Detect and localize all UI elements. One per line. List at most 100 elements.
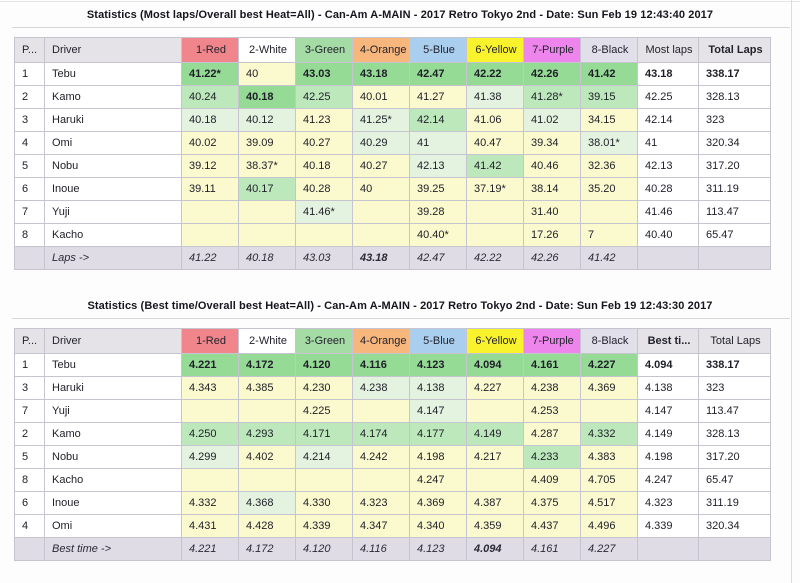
lap-cell: 4.227 [466,376,524,400]
lap-cell: 4.227 [580,353,638,377]
footer-value-cell: 43.18 [352,246,410,270]
table-row: 5 Nobu 39.12 38.37* 40.18 40.27 42.13 41.42 40.4… [14,154,771,178]
lap-cell: 4.198 [409,445,467,469]
footer-label: Best time -> [44,537,182,561]
lap-cell: 39.09 [238,131,296,155]
lap-cell [466,200,524,224]
lap-cell: 39.12 [181,154,239,178]
best-time-cell: 4.149 [637,422,699,446]
footer-value-cell: 42.22 [466,246,524,270]
lap-cell: 38.14 [523,177,581,201]
lap-cell [181,468,239,492]
lap-cell: 40.47 [466,131,524,155]
lap-cell: 4.238 [523,376,581,400]
footer-spacer-cell [14,537,45,561]
lap-cell: 40.17 [238,177,296,201]
header-row: P... Driver 1-Red 2-White 3-Green 4-Orange 5-B… [14,328,771,354]
table-foot: Best time -> 4.221 4.172 4.120 4.116 4.123 4.0… [14,537,771,561]
footer-spacer-cell [14,246,45,270]
column-header-2-white: 2-White [238,328,296,354]
lap-cell: 42.25 [295,85,353,109]
lap-cell: 4.368 [238,491,296,515]
best-time-table: P... Driver 1-Red 2-White 3-Green 4-Orange 5-B… [14,328,771,561]
lap-cell: 4.120 [295,353,353,377]
lap-cell: 43.03 [295,62,353,86]
lap-cell: 38.01* [580,131,638,155]
lap-cell: 42.14 [409,108,467,132]
position-cell: 1 [14,353,45,377]
table-row: 3 Haruki 4.343 4.385 4.230 4.238 4.138 4.227 4.2… [14,376,771,400]
lap-cell [238,468,296,492]
position-cell: 5 [14,154,45,178]
table-row: 5 Nobu 4.299 4.402 4.214 4.242 4.198 4.217 4.233… [14,445,771,469]
footer-value-cell: 42.47 [409,246,467,270]
footer-spacer-cell [698,537,771,561]
position-cell: 2 [14,85,45,109]
most-laps-cell: 41 [637,131,699,155]
table-row: 8 Kacho 40.40* 17.26 7 40.40 65.47 [14,223,771,247]
column-header-p-: P... [14,37,45,63]
lap-cell: 41.38 [466,85,524,109]
lap-cell [580,200,638,224]
most-laps-table: P... Driver 1-Red 2-White 3-Green 4-Orange 5-B… [14,37,771,270]
footer-value-cell: 41.42 [580,246,638,270]
total-laps-cell: 113.47 [698,200,771,224]
lap-cell: 4.387 [466,491,524,515]
total-laps-cell: 65.47 [698,223,771,247]
lap-cell: 40.29 [352,131,410,155]
most-laps-report: Statistics (Most laps/Overall best Heat=… [0,0,800,270]
lap-cell [466,468,524,492]
lap-cell: 40.46 [523,154,581,178]
lap-cell: 37.19* [466,177,524,201]
lap-cell: 4.094 [466,353,524,377]
total-laps-cell: 113.47 [698,399,771,423]
total-laps-cell: 328.13 [698,85,771,109]
lap-cell: 40 [352,177,410,201]
total-laps-cell: 317.20 [698,154,771,178]
footer-value-cell: 4.120 [295,537,353,561]
lap-cell: 4.217 [466,445,524,469]
column-header-driver: Driver [44,328,182,354]
lap-cell: 41.42 [466,154,524,178]
lap-cell: 39.15 [580,85,638,109]
lap-cell: 4.323 [352,491,410,515]
lap-cell: 4.402 [238,445,296,469]
footer-value-cell: 41.22 [181,246,239,270]
lap-cell: 40.12 [238,108,296,132]
table-row: 8 Kacho 4.247 4.409 4.705 4.247 65.47 [14,468,771,492]
lap-cell: 4.375 [523,491,581,515]
total-laps-cell: 65.47 [698,468,771,492]
table-row: 2 Kamo 4.250 4.293 4.171 4.174 4.177 4.149 4.287… [14,422,771,446]
column-header-driver: Driver [44,37,182,63]
column-header-5-blue: 5-Blue [409,328,467,354]
lap-cell: 41.23 [295,108,353,132]
footer-spacer-cell [698,246,771,270]
lap-cell: 40.18 [238,85,296,109]
lap-cell: 4.253 [523,399,581,423]
column-header-8-black: 8-Black [580,328,638,354]
driver-cell: Tebu [44,62,182,86]
driver-cell: Kacho [44,223,182,247]
best-time-cell: 4.147 [637,399,699,423]
driver-cell: Omi [44,131,182,155]
lap-cell: 39.28 [409,200,467,224]
lap-cell: 42.26 [523,62,581,86]
position-cell: 4 [14,131,45,155]
lap-cell: 4.428 [238,514,296,538]
title-divider [12,318,790,319]
lap-cell: 41.02 [523,108,581,132]
lap-cell: 42.47 [409,62,467,86]
most-laps-cell: 40.40 [637,223,699,247]
lap-cell [466,399,524,423]
position-cell: 3 [14,376,45,400]
lap-cell: 4.359 [466,514,524,538]
total-laps-cell: 320.34 [698,514,771,538]
lap-cell: 39.25 [409,177,467,201]
table-row: 4 Omi 40.02 39.09 40.27 40.29 41 40.47 39.34 38.0… [14,131,771,155]
total-laps-cell: 311.19 [698,491,771,515]
most-laps-cell: 42.13 [637,154,699,178]
position-cell: 5 [14,445,45,469]
footer-value-cell: 40.18 [238,246,296,270]
lap-cell: 4.172 [238,353,296,377]
lap-cell: 4.332 [181,491,239,515]
